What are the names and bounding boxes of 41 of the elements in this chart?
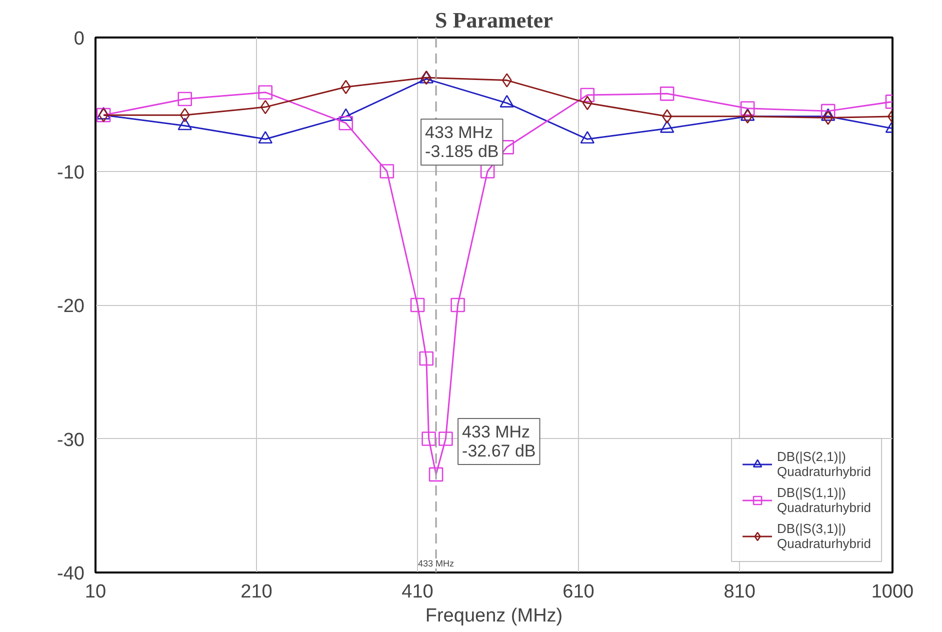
point	[338, 116, 354, 130]
y-tick-label: 0	[74, 28, 85, 50]
chart-title: S Parameter	[435, 8, 554, 32]
y-tick-label: -20	[57, 296, 85, 317]
y-tick-label: -30	[57, 430, 85, 451]
point	[582, 96, 592, 110]
point	[438, 432, 453, 446]
point	[421, 70, 432, 85]
point	[580, 88, 595, 102]
point	[502, 73, 512, 88]
point	[742, 109, 753, 124]
legend-label: DB(|S(2,1)|) Quadraturhybrid	[777, 449, 871, 479]
legend-label: DB(|S(1,1)|) Quadraturhybrid	[777, 485, 871, 515]
y-tick-label: -40	[57, 564, 85, 584]
y-tick-label: -10	[57, 162, 85, 184]
point	[823, 110, 834, 125]
annotation: 433 MHz -32.67 dB	[462, 422, 536, 460]
legend-label: DB(|S(3,1)|) Quadraturhybrid	[777, 521, 871, 551]
point	[258, 85, 273, 100]
point	[428, 467, 444, 482]
x-tick-label: 210	[240, 582, 272, 602]
x-tick-label: 610	[562, 582, 594, 602]
point	[178, 92, 192, 106]
point	[340, 80, 351, 94]
point	[660, 86, 674, 101]
point	[410, 298, 425, 312]
ref-line-label: 433 MHz	[418, 558, 455, 568]
point	[450, 298, 465, 312]
x-tick-label: 810	[724, 582, 756, 602]
annotation: 433 MHz -3.185 dB	[425, 123, 499, 162]
point	[419, 351, 434, 366]
x-axis-title: Frequenz (MHz)	[425, 606, 563, 626]
x-tick-label: 10	[84, 582, 106, 602]
point	[180, 108, 190, 122]
x-tick-label: 410	[402, 582, 434, 602]
point	[380, 164, 394, 178]
x-tick-label: 1000	[871, 582, 914, 602]
point	[662, 109, 672, 124]
point	[422, 432, 436, 446]
point	[740, 101, 755, 116]
point	[260, 100, 270, 114]
